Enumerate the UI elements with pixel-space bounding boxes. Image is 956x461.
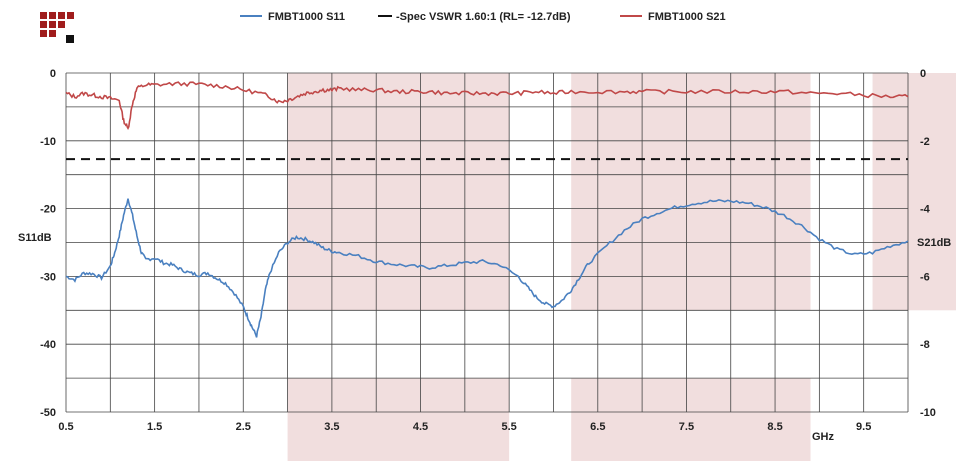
- legend-s21-label: FMBT1000 S21: [648, 11, 726, 23]
- y-left-tick-label: -40: [40, 339, 56, 351]
- y-left-tick-label: -30: [40, 271, 56, 283]
- x-axis-label: GHz: [812, 431, 835, 443]
- x-tick-label: 8.5: [767, 421, 782, 433]
- shaded-band: [571, 378, 811, 461]
- legend-s11-label: FMBT1000 S11: [268, 11, 345, 23]
- y-left-tick-label: -50: [40, 407, 56, 419]
- x-tick-label: 5.5: [502, 421, 517, 433]
- shaded-band: [287, 378, 510, 461]
- company-logo: [40, 12, 74, 43]
- series-s21-line: [65, 81, 909, 130]
- legend-spec-label: -Spec VSWR 1.60:1 (RL= -12.7dB): [396, 11, 571, 23]
- x-tick-label: 7.5: [679, 421, 694, 433]
- x-tick-label: 3.5: [324, 421, 339, 433]
- y-left-tick-label: -20: [40, 204, 56, 216]
- y-left-tick-label: -10: [40, 136, 56, 148]
- y-axis-left-label: S11dB: [18, 232, 52, 244]
- shaded-band: [872, 73, 956, 311]
- y-right-tick-label: -10: [920, 407, 936, 419]
- legend: FMBT1000 S11 -Spec VSWR 1.60:1 (RL= -12.…: [240, 11, 726, 23]
- x-tick-label: 4.5: [413, 421, 428, 433]
- shaded-band: [287, 73, 510, 311]
- shaded-band: [571, 73, 811, 311]
- y-right-tick-label: -6: [920, 271, 930, 283]
- x-tick-label: 1.5: [147, 421, 162, 433]
- y-right-tick-label: -2: [920, 136, 930, 148]
- y-axis-right-label: S21dB: [917, 237, 951, 249]
- x-tick-label: 0.5: [58, 421, 73, 433]
- series-group: [65, 81, 909, 338]
- x-tick-label: 6.5: [590, 421, 605, 433]
- y-right-tick-label: -8: [920, 339, 930, 351]
- x-tick-label: 9.5: [856, 421, 871, 433]
- y-left-tick-label: 0: [50, 68, 56, 80]
- x-tick-label: 2.5: [236, 421, 251, 433]
- grid: [65, 72, 909, 413]
- y-right-tick-label: 0: [920, 68, 926, 80]
- series-s11-line: [65, 198, 909, 338]
- shaded-bands: [287, 73, 956, 461]
- tick-labels: 0.5 1.5 2.5 3.5 4.5 5.5 6.5 7.5 8.5 9.50-10-20-30…: [40, 68, 936, 433]
- y-right-tick-label: -4: [920, 204, 931, 216]
